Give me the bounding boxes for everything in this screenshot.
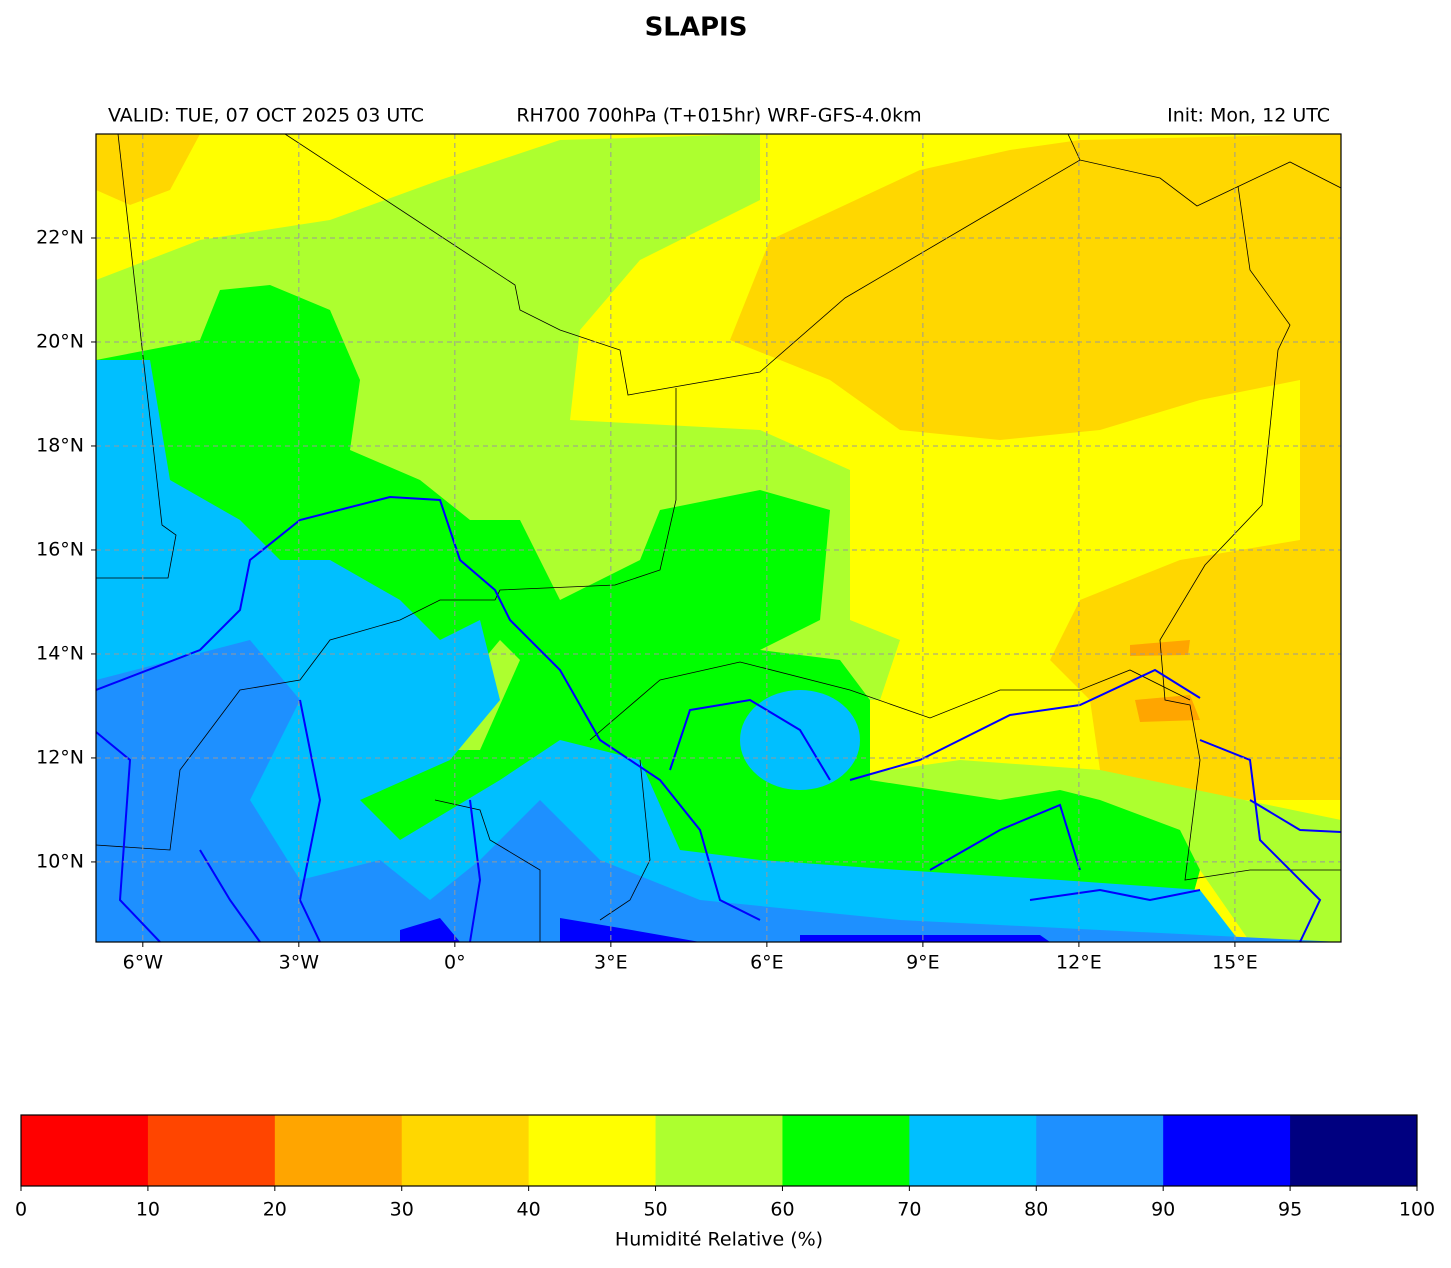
- colorbar-segment: [909, 1115, 1037, 1186]
- x-tick-label: 12°E: [1056, 952, 1102, 974]
- colorbar-segment: [147, 1115, 276, 1186]
- y-tick-label: 16°N: [36, 538, 84, 560]
- x-tick-label: 9°E: [906, 952, 940, 974]
- y-tick-label: 12°N: [36, 746, 84, 768]
- y-tick-label: 20°N: [36, 330, 84, 352]
- subtitle-right: Init: Mon, 12 UTC: [1167, 105, 1330, 127]
- y-tick-label: 14°N: [36, 642, 84, 664]
- colorbar-tick-label: 40: [517, 1199, 541, 1221]
- x-tick-label: 6°W: [123, 952, 164, 974]
- y-tick-label: 18°N: [36, 434, 84, 456]
- colorbar-segment: [782, 1115, 910, 1186]
- colorbar-segment: [21, 1115, 149, 1186]
- colorbar-frame: [20, 1114, 1418, 1187]
- subtitle-center: RH700 700hPa (T+015hr) WRF-GFS-4.0km: [516, 105, 921, 127]
- colorbar-segment: [401, 1115, 530, 1186]
- colorbar-tick-label: 10: [136, 1199, 160, 1221]
- colorbar-tick-label: 70: [897, 1199, 921, 1221]
- grid: [96, 134, 1341, 942]
- y-tick-label: 10°N: [36, 850, 84, 872]
- colorbar-segment: [1163, 1115, 1291, 1186]
- colorbar-label: Humidité Relative (%): [615, 1229, 823, 1251]
- colorbar-segment: [655, 1115, 783, 1186]
- colorbar-tick-label: 30: [390, 1199, 414, 1221]
- colorbar-tick-label: 50: [643, 1199, 667, 1221]
- x-tick-label: 6°E: [750, 952, 784, 974]
- subtitle-left: VALID: TUE, 07 OCT 2025 03 UTC: [108, 105, 424, 127]
- y-tick-label: 22°N: [36, 226, 84, 248]
- x-tick-label: 15°E: [1212, 952, 1258, 974]
- x-tick-label: 3°E: [594, 952, 628, 974]
- colorbar-tick-label: 60: [770, 1199, 794, 1221]
- humidity-field: [96, 134, 1341, 942]
- map-frame: [95, 133, 1342, 943]
- colorbar-segment: [1036, 1115, 1164, 1186]
- x-tick-label: 0°: [444, 952, 466, 974]
- colorbar-tick-label: 80: [1024, 1199, 1048, 1221]
- colorbar-segment: [1290, 1115, 1418, 1186]
- colorbar-tick-label: 0: [15, 1199, 27, 1221]
- title: SLAPIS: [645, 13, 748, 43]
- x-tick-label: 3°W: [279, 952, 320, 974]
- colorbar-tick-label: 90: [1151, 1199, 1175, 1221]
- colorbar-segment: [274, 1115, 403, 1186]
- colorbar-tick-label: 100: [1399, 1199, 1435, 1221]
- colorbar-tick-label: 95: [1278, 1199, 1302, 1221]
- colorbar-tick-label: 20: [263, 1199, 287, 1221]
- colorbar-segment: [528, 1115, 657, 1186]
